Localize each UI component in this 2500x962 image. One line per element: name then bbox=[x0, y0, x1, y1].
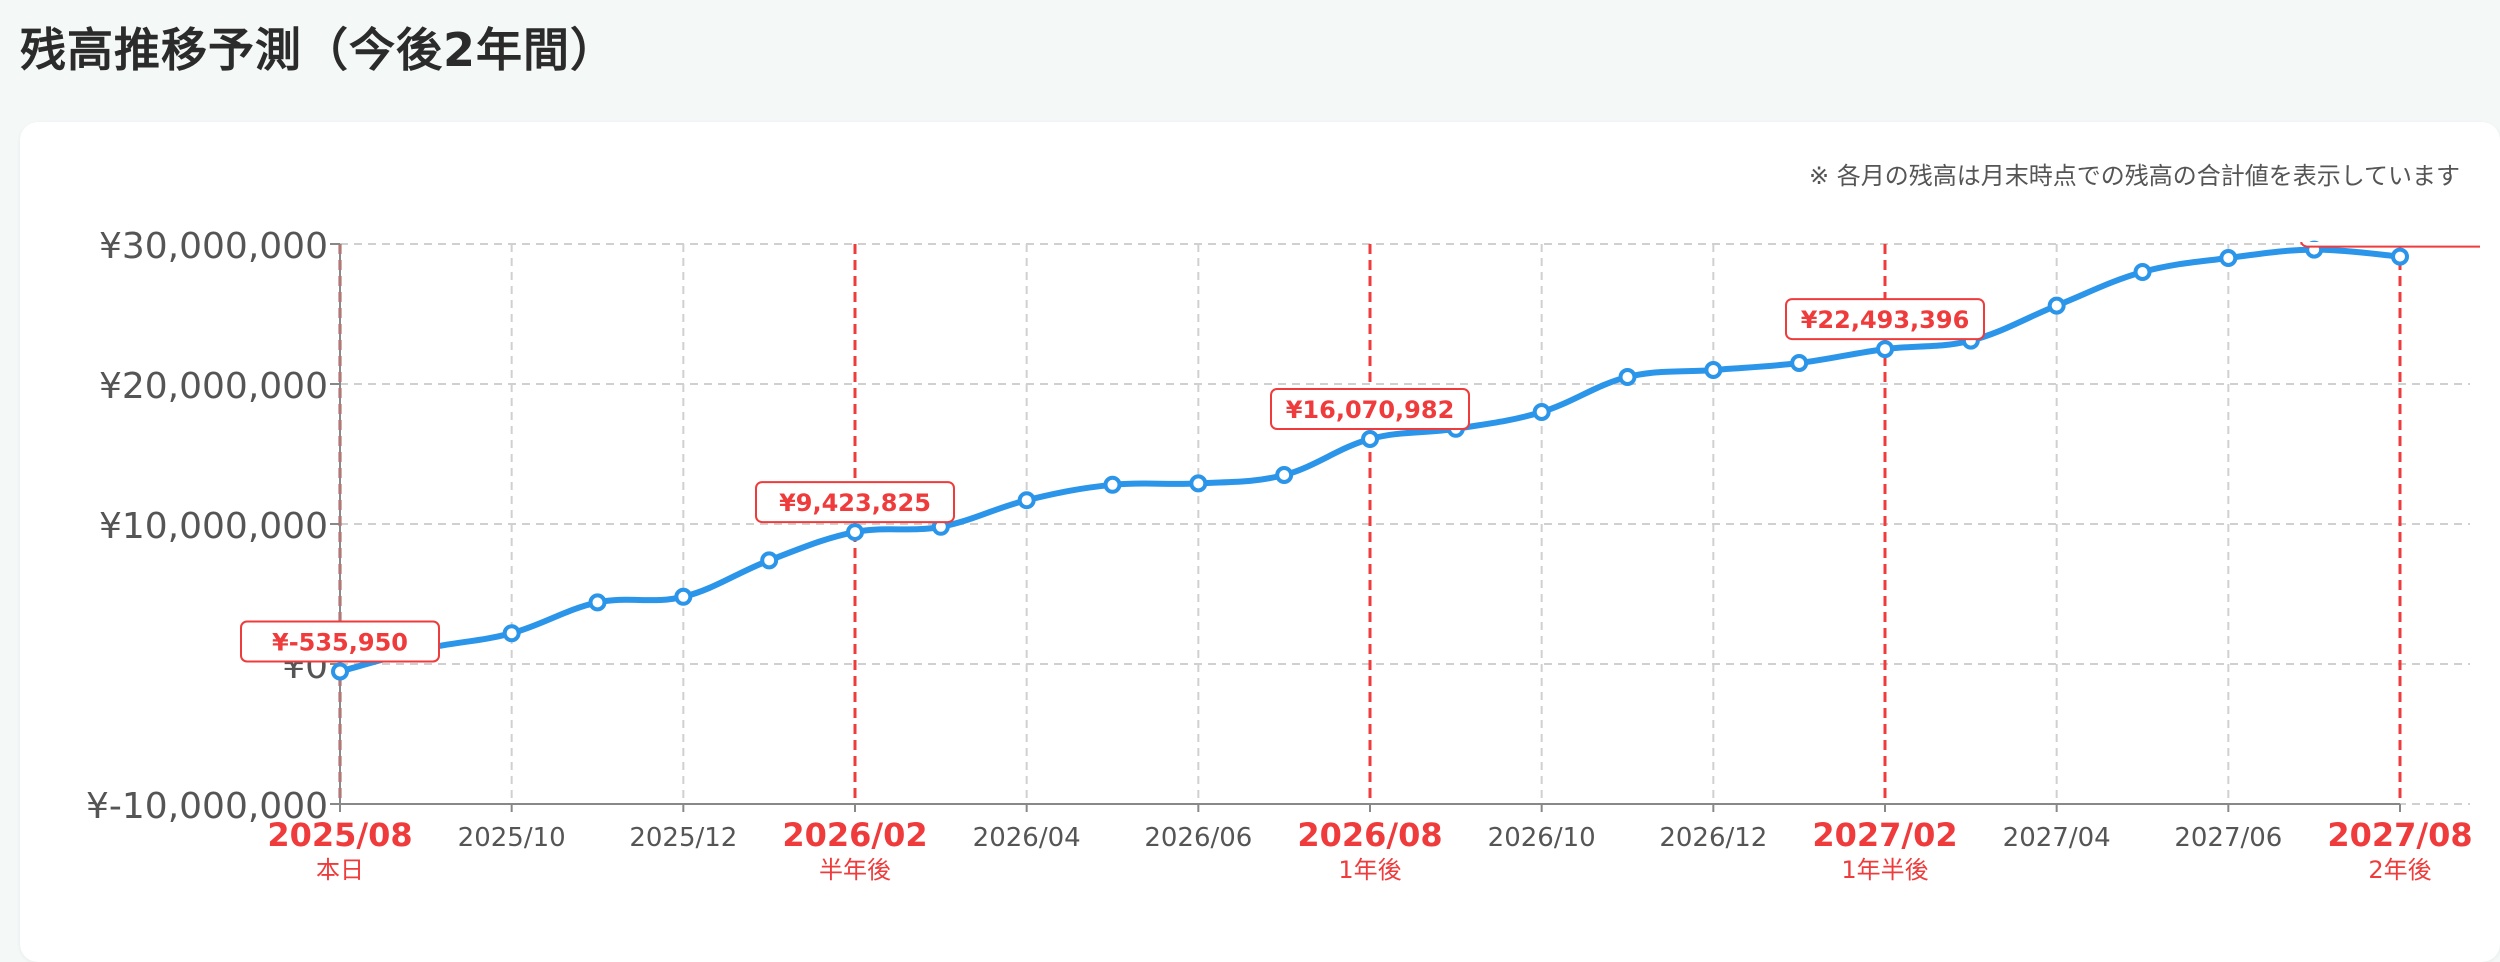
y-tick-label: ¥-10,000,000 bbox=[86, 786, 328, 827]
x-tick-label: 2026/12 bbox=[1659, 823, 1767, 853]
x-tick-label: 2026/06 bbox=[1144, 823, 1252, 853]
chart-note: ※ 各月の残高は月末時点での残高の合計値を表示しています bbox=[1809, 162, 2460, 190]
data-point[interactable] bbox=[2047, 296, 2066, 315]
x-tick-label: 2026/10 bbox=[1488, 823, 1596, 853]
data-point[interactable] bbox=[1876, 340, 1894, 359]
milestone-value-label: ¥9,423,825 bbox=[755, 481, 955, 524]
milestone-value-box bbox=[2300, 242, 2480, 248]
x-tick-label: 2027/08 bbox=[2327, 816, 2472, 854]
x-tick-label: 2027/06 bbox=[2174, 823, 2282, 853]
data-point[interactable] bbox=[1704, 361, 1723, 379]
x-tick-label: 2026/02 bbox=[782, 816, 927, 854]
axis-layer: ¥30,000,000¥20,000,000¥10,000,000¥0¥-10,… bbox=[86, 226, 2473, 884]
y-tick-label: ¥10,000,000 bbox=[99, 506, 328, 547]
milestone-value-box bbox=[755, 481, 955, 524]
data-point[interactable] bbox=[1017, 491, 1036, 510]
data-point[interactable] bbox=[2391, 247, 2409, 266]
data-point[interactable] bbox=[502, 624, 521, 643]
milestone-value-text: ¥9,423,825 bbox=[779, 489, 931, 517]
milestone-value-box bbox=[1785, 298, 1985, 341]
x-tick-label: 2027/04 bbox=[2003, 823, 2111, 853]
x-tick-label: 2026/04 bbox=[973, 823, 1081, 853]
page-title: 残高推移予測（今後2年間） bbox=[20, 23, 618, 77]
milestone-value-text: ¥16,070,982 bbox=[1286, 396, 1455, 424]
milestone-value-label: ¥22,493,396 bbox=[1785, 298, 1985, 341]
data-point[interactable] bbox=[1103, 475, 1122, 494]
data-point[interactable] bbox=[1275, 466, 1294, 484]
data-point[interactable] bbox=[1361, 430, 1379, 449]
milestone-sub-label: 1年後 bbox=[1338, 856, 1401, 884]
data-point[interactable] bbox=[1189, 474, 1208, 493]
milestone-value-text: ¥-535,950 bbox=[272, 629, 408, 657]
data-point[interactable] bbox=[2219, 249, 2238, 267]
data-point[interactable] bbox=[674, 587, 693, 606]
data-point[interactable] bbox=[1532, 403, 1551, 421]
x-tick-label: 2025/10 bbox=[458, 823, 566, 853]
y-tick-label: ¥20,000,000 bbox=[99, 366, 328, 407]
data-point[interactable] bbox=[1790, 354, 1809, 372]
milestone-value-label: ¥-535,950 bbox=[240, 620, 440, 663]
milestone-sub-label: 2年後 bbox=[2368, 856, 2431, 884]
x-tick-label: 2025/08 bbox=[267, 816, 412, 854]
grid-layer bbox=[340, 243, 2470, 805]
data-point[interactable] bbox=[588, 593, 607, 612]
data-point[interactable] bbox=[846, 523, 864, 542]
milestone-value-label: ¥28,665,25 bbox=[2300, 214, 2480, 248]
milestone-value-text: ¥22,493,396 bbox=[1801, 306, 1970, 334]
milestone-sub-label: 半年後 bbox=[819, 856, 891, 884]
milestone-value-text: ¥28,665,25 bbox=[2324, 214, 2476, 242]
milestone-sub-label: 1年半後 bbox=[1841, 856, 1928, 884]
data-point[interactable] bbox=[331, 662, 349, 681]
milestone-sub-label: 本日 bbox=[316, 856, 364, 884]
balance-forecast-chart: ※ 各月の残高は月末時点での残高の合計値を表示しています ¥30,000,000… bbox=[86, 162, 2480, 884]
series-layer bbox=[331, 240, 2409, 681]
x-tick-label: 2027/02 bbox=[1812, 816, 1957, 854]
x-tick-label: 2026/08 bbox=[1297, 816, 1442, 854]
milestone-value-label: ¥16,070,982 bbox=[1270, 388, 1470, 431]
x-tick-label: 2025/12 bbox=[629, 823, 737, 853]
milestone-value-box bbox=[1270, 388, 1470, 431]
data-point[interactable] bbox=[760, 551, 779, 570]
milestone-value-box bbox=[240, 620, 440, 663]
y-tick-label: ¥30,000,000 bbox=[99, 226, 328, 267]
chart-card: ※ 各月の残高は月末時点での残高の合計値を表示しています ¥30,000,000… bbox=[20, 122, 2500, 962]
annotation-layer: ¥-535,950 ¥9,423,825 ¥16,070,982 ¥22,493,39… bbox=[240, 214, 2480, 663]
data-point[interactable] bbox=[2133, 263, 2152, 281]
data-point[interactable] bbox=[1618, 368, 1637, 386]
